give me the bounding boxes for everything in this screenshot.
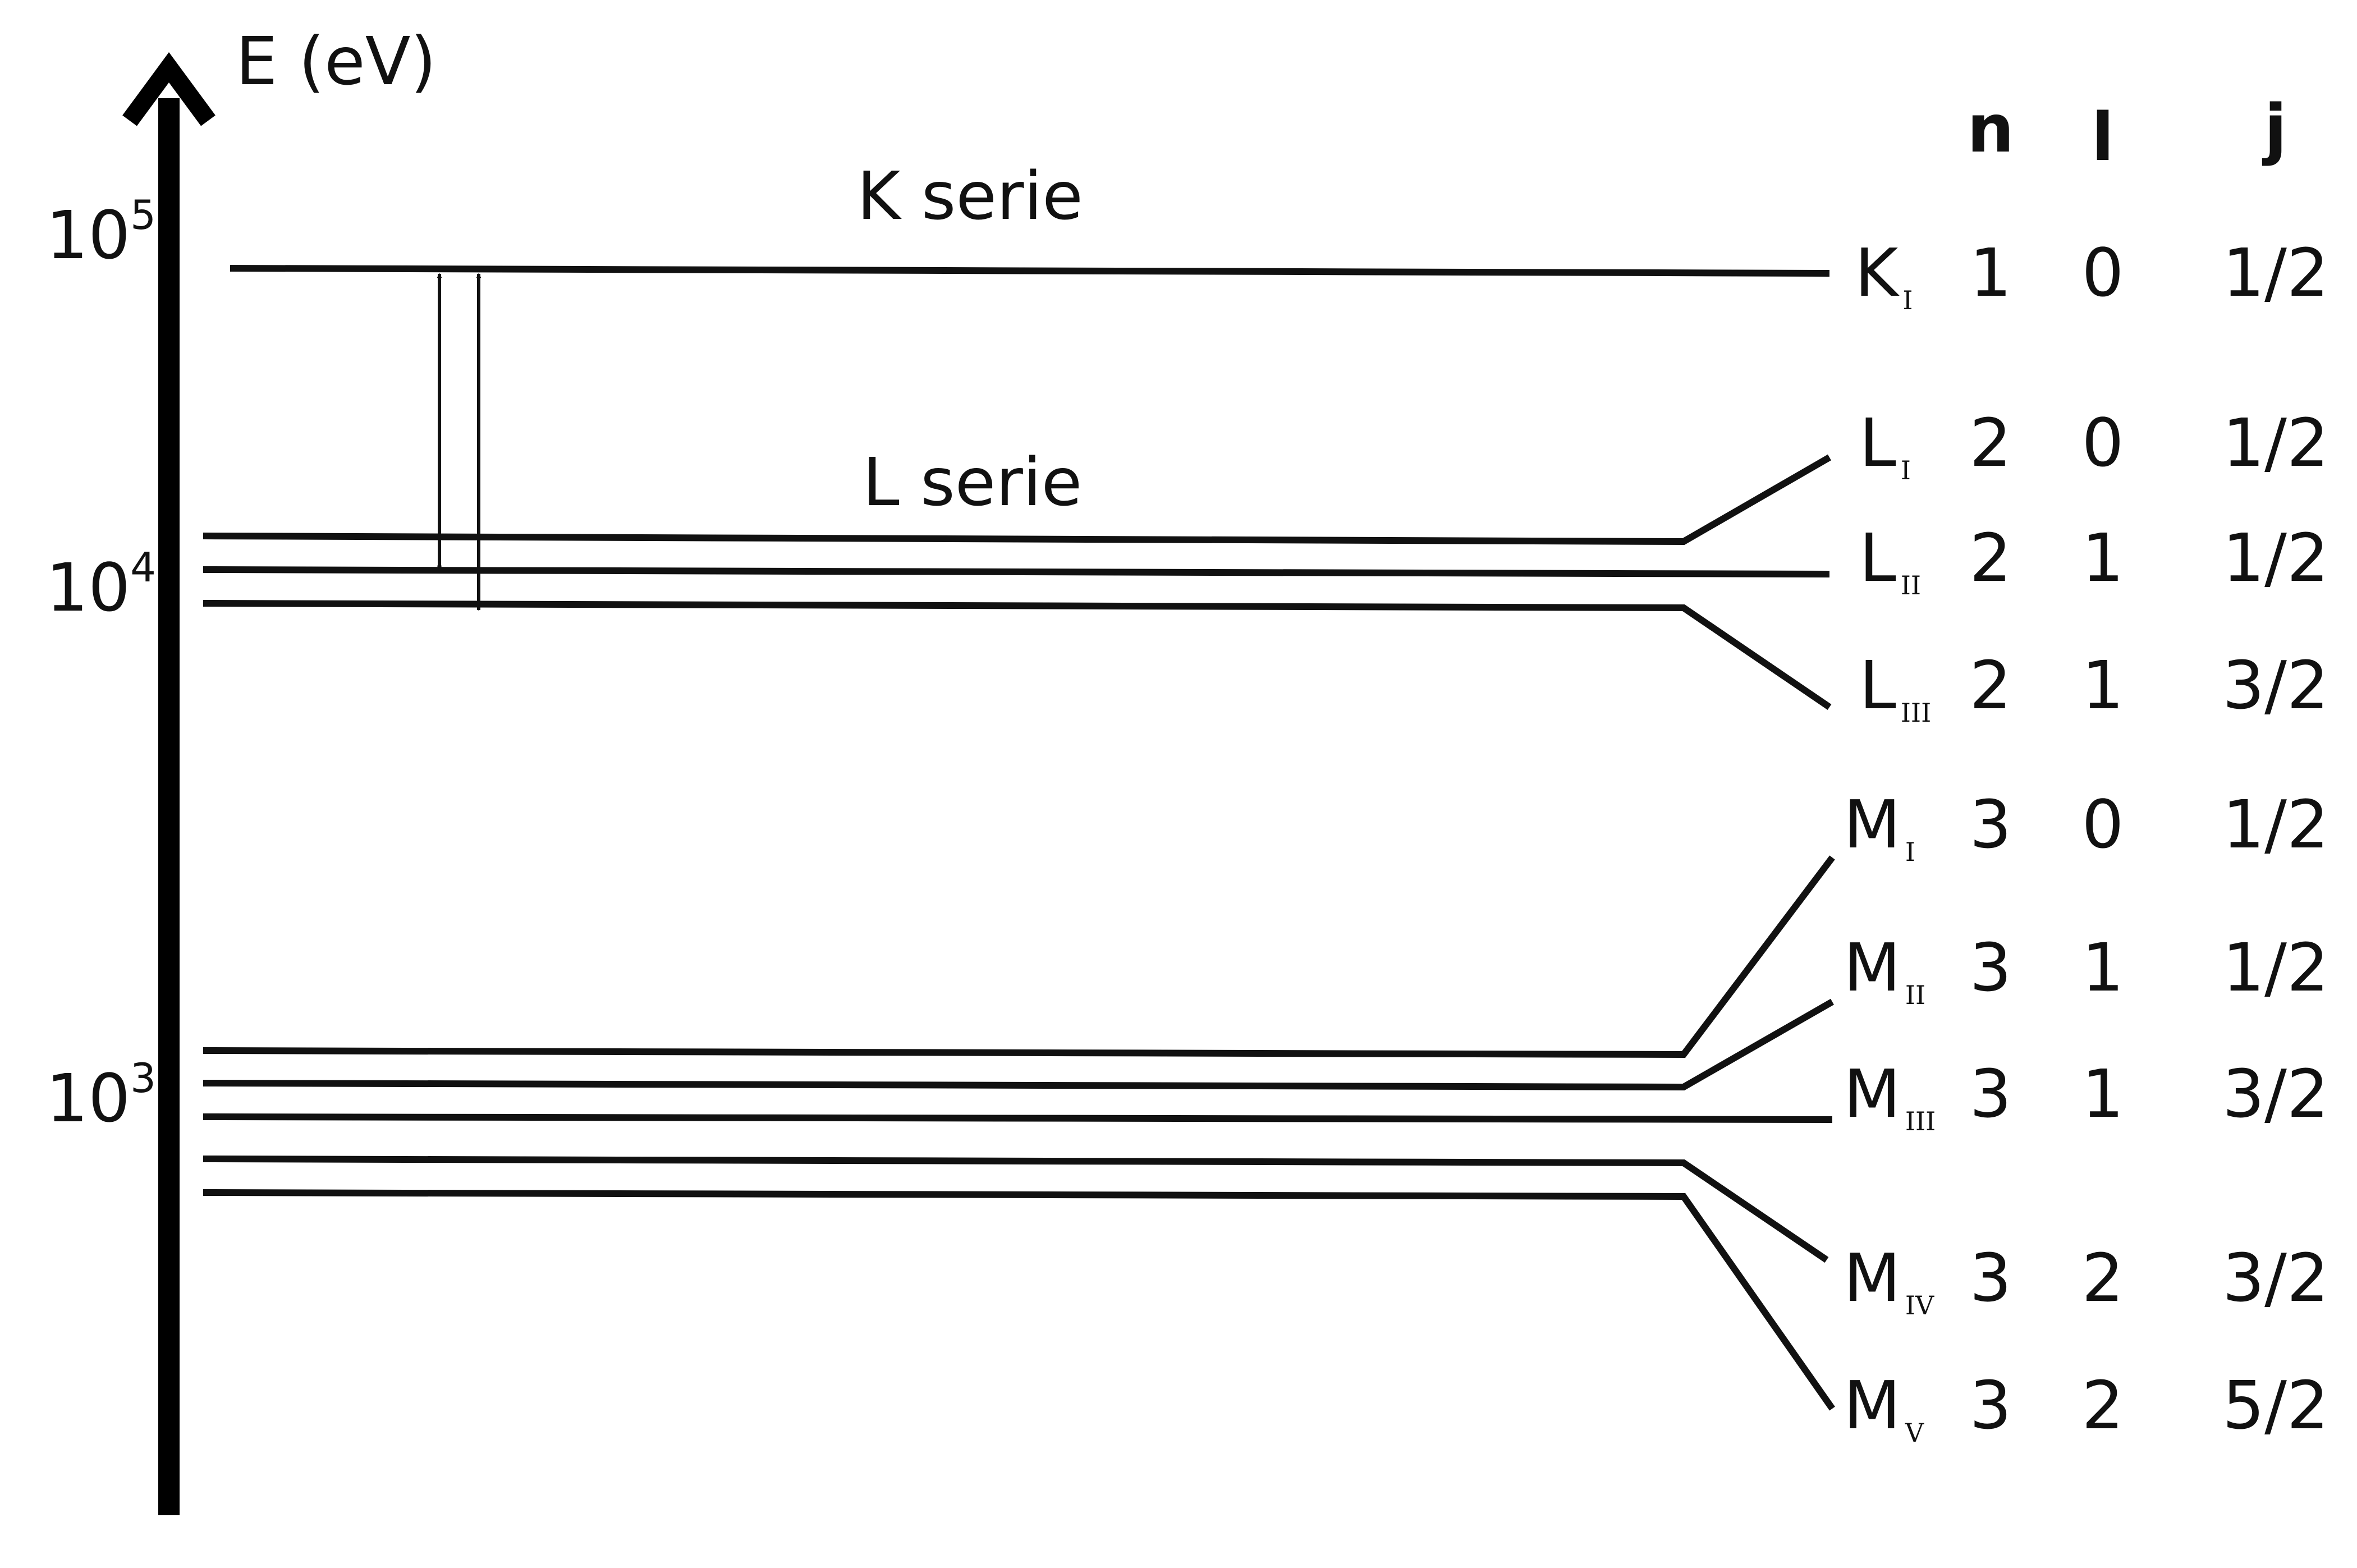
axis-arrowhead-icon: [122, 52, 215, 126]
quantum-n-m-iv: 3: [1969, 1239, 2011, 1317]
quantum-n-l-iii: 2: [1969, 647, 2011, 724]
axis-label: E (eV): [236, 22, 436, 100]
header-j: j: [2262, 90, 2287, 167]
quantum-l-k-i: 0: [2081, 234, 2124, 311]
quantum-l-m-i: 0: [2081, 786, 2124, 863]
level-line-m5: [203, 1189, 1835, 1411]
level-roman-subscript: III: [1901, 698, 1932, 728]
quantum-l-l-i: 0: [2081, 404, 2124, 482]
level-line-l1: [203, 454, 1831, 545]
quantum-l-m-iii: 1: [2081, 1055, 2124, 1133]
level-letter: M: [1844, 786, 1901, 863]
l-series-label: L serie: [863, 443, 1082, 521]
tick-label-1e5: 105: [46, 191, 156, 274]
quantum-j-m-iv: 3/2: [2222, 1239, 2329, 1317]
level-label-m-iii: M III: [1844, 1055, 1936, 1136]
tick-label-1e3: 103: [46, 1054, 156, 1137]
quantum-j-l-iii: 3/2: [2222, 647, 2329, 724]
level-line-m2: [203, 998, 1834, 1091]
level-letter: K: [1855, 234, 1900, 311]
header-l: l: [2092, 98, 2114, 176]
level-line-k1: [230, 265, 1830, 277]
level-label-m-iv: M IV: [1844, 1239, 1934, 1321]
level-letter: M: [1844, 1239, 1901, 1317]
tick-label-1e4: 104: [46, 544, 156, 626]
quantum-n-m-v: 3: [1969, 1367, 2011, 1444]
level-label-m-ii: M II: [1844, 929, 1925, 1010]
quantum-n-m-iii: 3: [1969, 1055, 2011, 1133]
quantum-n-k-i: 1: [1969, 234, 2011, 311]
level-table: K I 1 0 1/2L I 2 0 1/2L II 2 1 1/2L III 2 1 3/2M I 3 0 1/2M I…: [1844, 234, 2329, 1448]
level-label-l-ii: L II: [1859, 519, 1921, 600]
level-letter: L: [1859, 404, 1896, 482]
level-label-l-iii: L III: [1859, 647, 1931, 728]
level-roman-subscript: I: [1902, 285, 1913, 315]
level-line-m1: [203, 855, 1835, 1058]
level-letter: M: [1844, 1055, 1901, 1133]
quantum-l-m-v: 2: [2081, 1367, 2124, 1444]
level-roman-subscript: III: [1905, 1106, 1936, 1136]
quantum-n-m-i: 3: [1969, 786, 2011, 863]
quantum-j-m-v: 5/2: [2222, 1367, 2329, 1444]
level-line-l2: [203, 566, 1830, 577]
level-line-m3: [203, 1113, 1833, 1123]
level-line-m4: [203, 1156, 1829, 1263]
quantum-j-l-ii: 1/2: [2222, 519, 2329, 597]
level-roman-subscript: I: [1905, 837, 1915, 867]
level-roman-subscript: IV: [1905, 1290, 1934, 1321]
level-letter: L: [1859, 647, 1896, 724]
quantum-n-m-ii: 3: [1969, 929, 2011, 1006]
quantum-n-l-i: 2: [1969, 404, 2011, 482]
quantum-l-l-iii: 1: [2081, 647, 2124, 724]
quantum-j-m-ii: 1/2: [2222, 929, 2329, 1006]
quantum-j-k-i: 1/2: [2222, 234, 2329, 311]
quantum-n-l-ii: 2: [1969, 519, 2011, 597]
level-roman-subscript: V: [1905, 1418, 1924, 1448]
level-roman-subscript: II: [1901, 570, 1921, 600]
level-roman-subscript: II: [1905, 980, 1925, 1010]
k-series-label: K serie: [857, 157, 1083, 235]
level-line-l3: [203, 600, 1832, 710]
level-letter: M: [1844, 1367, 1901, 1444]
quantum-j-m-iii: 3/2: [2222, 1055, 2329, 1133]
quantum-l-m-iv: 2: [2081, 1239, 2124, 1317]
header-n: n: [1967, 90, 2014, 167]
quantum-l-m-ii: 1: [2081, 929, 2124, 1006]
quantum-j-m-i: 1/2: [2222, 786, 2329, 863]
level-roman-subscript: I: [1901, 455, 1911, 485]
quantum-j-l-i: 1/2: [2222, 404, 2329, 482]
level-letter: L: [1859, 519, 1896, 597]
quantum-l-l-ii: 1: [2081, 519, 2124, 597]
level-letter: M: [1844, 929, 1901, 1006]
